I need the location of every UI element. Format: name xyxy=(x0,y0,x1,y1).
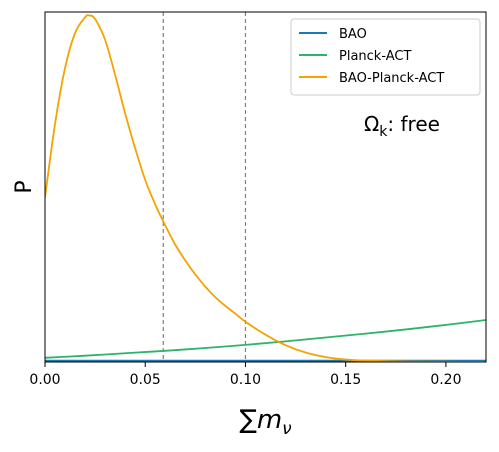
legend-box xyxy=(290,18,481,96)
x-axis-label-main: ∑m xyxy=(239,405,282,435)
annotation-sub: k xyxy=(379,124,388,140)
legend-label: Planck-ACT xyxy=(339,49,411,64)
x-tick-label: 0.15 xyxy=(330,372,361,388)
y-axis-label: P xyxy=(12,180,37,193)
series-line-bao-planck-act xyxy=(45,14,486,362)
x-tick-label: 0.10 xyxy=(230,372,261,388)
x-tick-label: 0.20 xyxy=(430,372,461,388)
x-axis-label-sub: ν xyxy=(282,419,292,439)
legend: BAO Planck-ACT BAO-Planck-ACT xyxy=(290,18,481,96)
legend-label: BAO-Planck-ACT xyxy=(339,71,444,86)
x-tick-label: 0.00 xyxy=(29,372,60,388)
series-line-planck-act xyxy=(45,319,486,359)
annotation-rest: : free xyxy=(387,112,440,136)
omega-k-annotation: Ωk: free xyxy=(364,112,440,140)
x-tick-label: 0.05 xyxy=(130,372,161,388)
axes-frame xyxy=(44,11,487,363)
legend-label: BAO xyxy=(339,27,367,42)
x-axis-label: ∑mν xyxy=(239,405,292,439)
annotation-main: Ω xyxy=(364,112,379,136)
